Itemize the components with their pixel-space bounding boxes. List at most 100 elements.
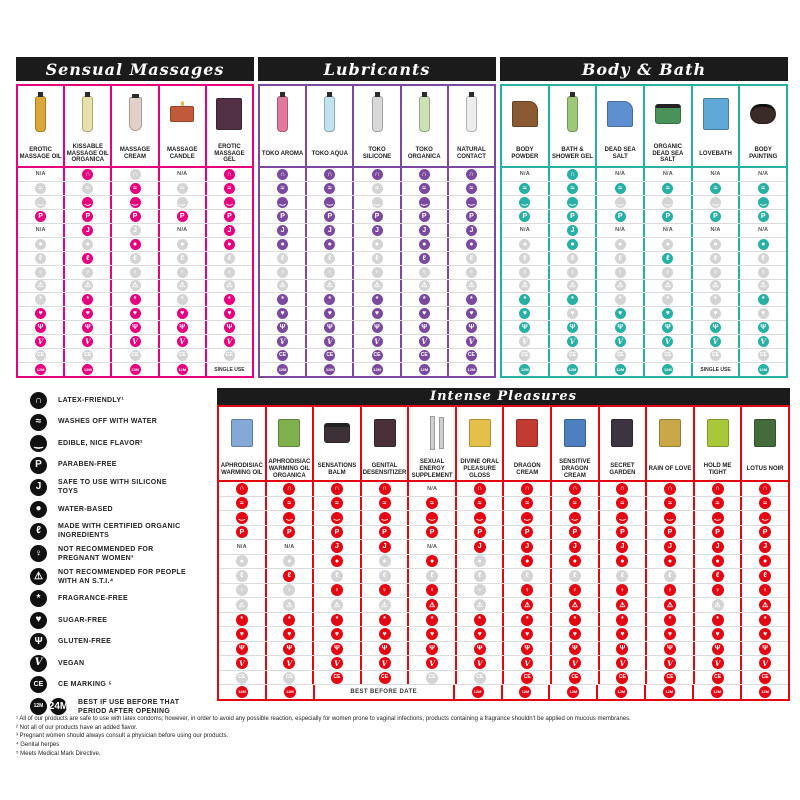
feature-cell: ℓ [307, 251, 355, 265]
feature-cell: N/A [18, 223, 66, 237]
feature-cell: ♥ [402, 307, 449, 321]
feature-cell: P [502, 209, 550, 223]
product-name-body-powder: BODY POWDER [502, 142, 550, 166]
feature-cell: P [267, 525, 315, 540]
gluten-free-icon: Ψ [757, 322, 769, 334]
feature-row-bestbefore: 12M 12M BEST BEFORE DATE 12M 12M 12M 12M 12M 12M… [219, 684, 788, 699]
feature-cell: ≈ [18, 181, 66, 195]
vegan-icon: V [283, 657, 296, 670]
feature-cell: P [362, 525, 410, 540]
vegan-icon: V [176, 336, 188, 348]
silicone-toys-safe-icon: J [473, 540, 486, 553]
feature-cell: CE [550, 349, 598, 363]
fragrance-free-icon: * [283, 613, 296, 626]
not-for-pregnant-women-icon: ♀ [378, 584, 391, 597]
feature-cell: * [267, 612, 315, 627]
legend-item-edible: ‿ EDIBLE, NICE FLAVOR² [30, 435, 214, 452]
feature-cell: P [597, 209, 646, 223]
feature-cell: * [550, 293, 598, 307]
feature-cell: ℓ [18, 251, 66, 265]
legend-icons: ≈ [30, 413, 47, 431]
feature-legend: ∩ LATEX-FRIENDLY¹ ≈ WASHES OFF WITH WATER ‿ E… [16, 392, 214, 716]
not-for-pregnant-women-icon: ♀ [465, 266, 477, 278]
fragrance-free-icon: * [277, 294, 289, 306]
product-photos-row [502, 86, 786, 142]
feature-row-sti: ⚠ ⚠ ⚠ ⚠ ⚠ [18, 278, 252, 293]
sugar-free-icon: ♥ [235, 628, 248, 641]
feature-cell: ℓ [550, 251, 598, 265]
feature-row-edible: ‿ ‿ ‿ ‿ ‿ ‿ [502, 194, 786, 209]
legend-item-vegan: V VEGAN [30, 654, 214, 672]
silicone-toys-safe-icon: J [568, 540, 581, 553]
feature-cell: ∩ [307, 168, 355, 181]
feature-cell: ‿ [207, 196, 252, 209]
feature-cell: ⚠ [267, 598, 315, 612]
gluten-free-icon: Ψ [519, 322, 531, 334]
latex-friendly-icon: ∩ [616, 482, 629, 495]
feature-cell: ‿ [65, 195, 113, 209]
fragrance-free-icon: * [663, 613, 676, 626]
not-for-sti-icon: ⚠ [465, 280, 477, 292]
feature-cell: J [550, 223, 598, 237]
feature-row-latex: N/A ∩ N/A N/A N/A N/A [502, 168, 786, 181]
product-thumbnail [750, 104, 777, 124]
feature-cell: ⚠ [552, 598, 600, 612]
latex-friendly-icon: ∩ [465, 168, 477, 180]
gluten-free-icon: Ψ [710, 322, 722, 334]
vegan-icon: V [129, 336, 141, 348]
na-label: N/A [615, 171, 626, 178]
feature-cell: V [409, 656, 457, 670]
feature-cell: ♥ [647, 627, 695, 641]
feature-cell: ‿ [742, 511, 788, 525]
latex-friendly-icon: ∩ [711, 482, 724, 495]
best-before-12m-icon: 12M [614, 364, 626, 376]
feature-cell: V [112, 335, 160, 349]
not-for-pregnant-women-icon: ♀ [330, 584, 343, 597]
feature-cell: 12M [65, 363, 113, 377]
sugar-free-icon: ♥ [426, 628, 439, 641]
ce-marking-icon: CE [711, 671, 724, 684]
fragrance-free-icon: * [616, 613, 629, 626]
section-title: Body & Bath [581, 59, 707, 79]
water-based-icon: ● [82, 238, 94, 250]
feature-row-pregnant: ♀ ♀ ♀ ♀ ♀ [18, 264, 252, 279]
organic-ingredients-icon: ℓ [324, 252, 336, 264]
legend-label-edible: EDIBLE, NICE FLAVOR² [58, 439, 143, 447]
product-name-aphrodisiac-warming-oil: APHRODISIAC WARMING OIL [219, 459, 267, 480]
not-for-pregnant-women-icon: ♀ [235, 584, 248, 597]
sensual-massages-table: EROTIC MASSAGE OIL KISSABLE MASSAGE OIL O… [16, 84, 254, 378]
ce-marking-icon: CE [223, 350, 235, 362]
feature-cell: P [742, 526, 788, 540]
washes-off-with-water-icon: ≈ [759, 497, 772, 510]
feature-cell: Ψ [597, 321, 646, 335]
sugar-free-icon: ♥ [176, 308, 188, 320]
vegan-icon: V [418, 336, 430, 348]
gluten-free-icon: Ψ [663, 642, 676, 655]
feature-cell: ℓ [354, 251, 402, 265]
washes-off-with-water-icon: ≈ [82, 182, 94, 194]
feature-cell: CE [600, 670, 648, 685]
feature-cell: CE [260, 349, 308, 363]
feature-row-edible: ‿ ‿ ‿ ‿ ‿ [18, 194, 252, 209]
feature-row-fragrance: * * * * * [18, 292, 252, 307]
feature-cell: ♀ [647, 583, 695, 598]
product-photo-erotic-massage-gel [207, 86, 252, 142]
ce-marking-icon: CE [568, 671, 581, 684]
organic-ingredients-icon: ℓ [35, 252, 47, 264]
feature-cell: ● [219, 554, 267, 569]
sugar-free-icon: ♥ [330, 628, 343, 641]
not-for-sti-icon: ⚠ [521, 599, 534, 612]
best-before-12m-icon: 12M [283, 686, 296, 699]
section-sensual-massages: Sensual Massages EROTIC MASSAGE OIL KISSA… [16, 57, 254, 378]
feature-row-waterbased: ● ● ● ● ● ● ● ● ● ● ● ● [219, 553, 788, 569]
feature-cell: SINGLE USE [207, 363, 252, 376]
feature-cell: J [600, 540, 648, 554]
feature-cell: N/A [219, 540, 267, 554]
product-photo-body-powder [502, 86, 550, 142]
best-before-12m-icon: 12M [757, 364, 769, 376]
section-body-bath: Body & Bath BODY POWDER BATH & SHOWER GEL… [500, 57, 788, 378]
not-for-sti-icon: ⚠ [324, 280, 336, 292]
edible-icon: ‿ [662, 196, 674, 208]
water-based-icon: ● [30, 500, 47, 518]
